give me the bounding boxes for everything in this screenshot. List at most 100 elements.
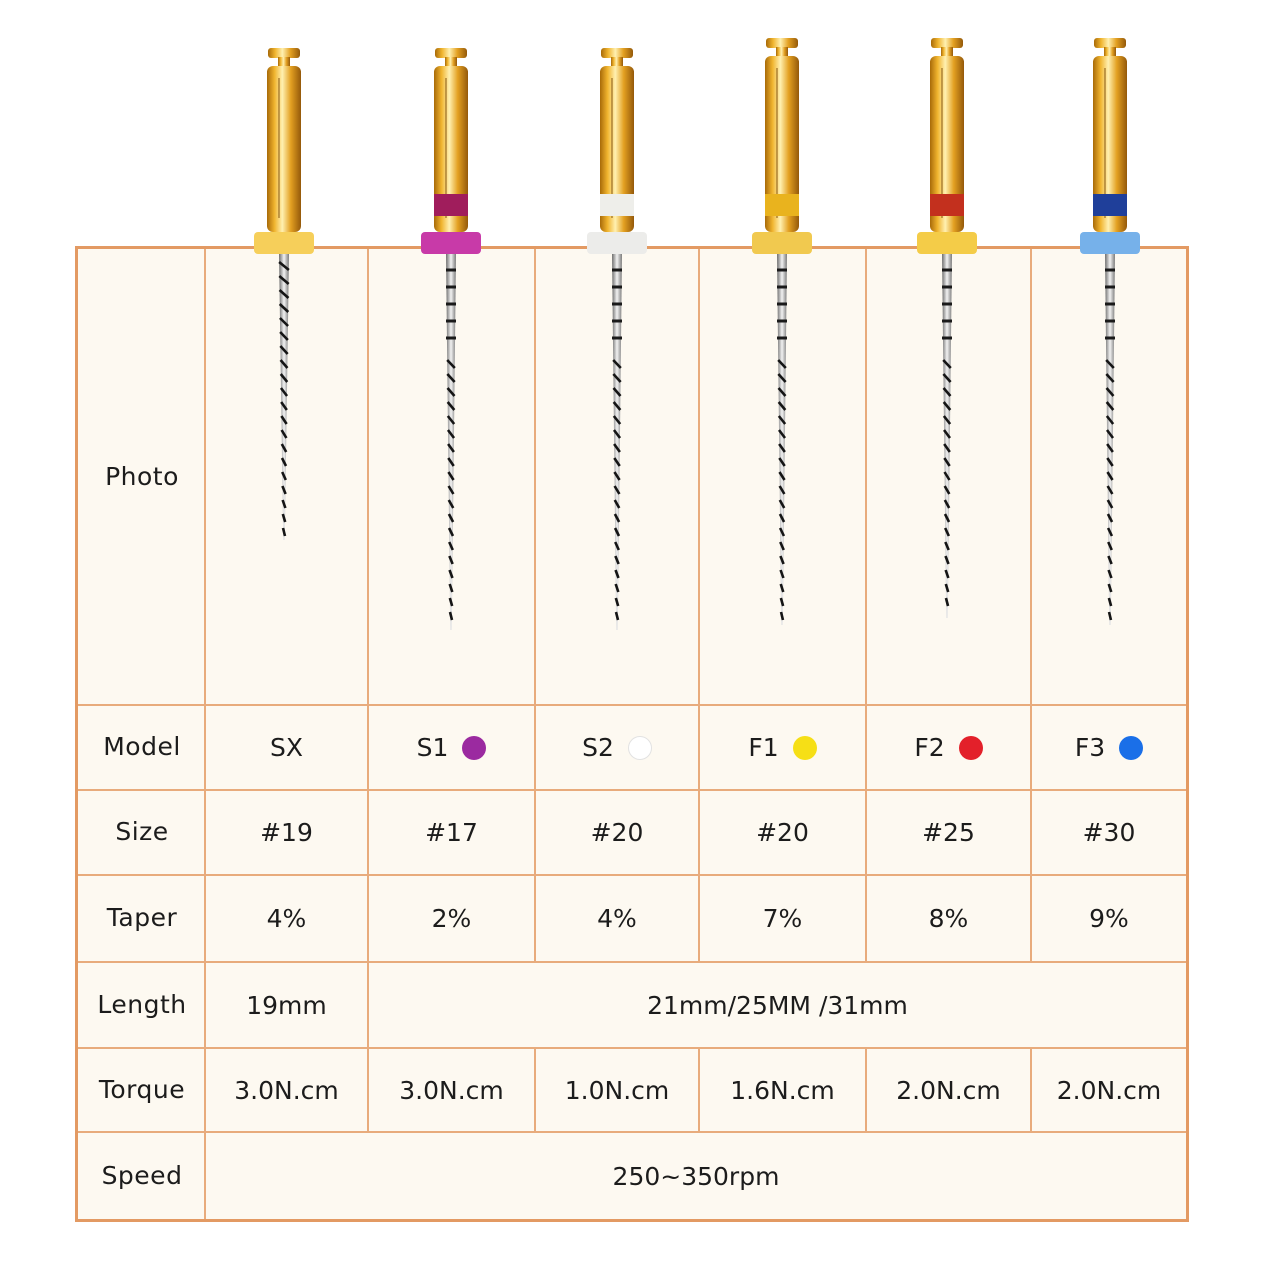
file-flute bbox=[448, 597, 454, 607]
file-flute bbox=[777, 429, 787, 439]
file-flute bbox=[777, 415, 787, 425]
file-flute bbox=[614, 611, 620, 621]
file-flute bbox=[614, 541, 620, 551]
file-flute bbox=[448, 611, 454, 621]
row-divider bbox=[78, 961, 1186, 963]
file-flute bbox=[613, 485, 621, 495]
file-flute bbox=[448, 583, 454, 593]
file-flute bbox=[1106, 443, 1114, 453]
file-flute bbox=[943, 527, 951, 537]
torque-cell: 2.0N.cm bbox=[1056, 1075, 1162, 1105]
model-name: F2 bbox=[914, 733, 945, 762]
file-flute bbox=[612, 415, 622, 425]
size-cell: #19 bbox=[260, 818, 313, 847]
file-flute bbox=[448, 541, 454, 551]
file-flute bbox=[777, 387, 787, 397]
size-cell: #30 bbox=[1082, 818, 1136, 847]
model-cell-s2: S2 bbox=[536, 706, 698, 789]
file-color-band bbox=[600, 194, 634, 216]
file-flute bbox=[1105, 373, 1115, 383]
file-flute bbox=[942, 387, 952, 397]
file-shaft bbox=[1105, 254, 1115, 625]
row-label-torque: Torque bbox=[98, 1074, 186, 1104]
file-flute bbox=[1107, 569, 1113, 579]
file-flute bbox=[1106, 513, 1114, 523]
file-flute bbox=[778, 457, 786, 467]
file-handle bbox=[434, 66, 468, 232]
file-flute bbox=[943, 443, 951, 453]
file-flute bbox=[446, 429, 456, 439]
file-flute bbox=[280, 429, 288, 439]
speed-cell: 250~350rpm bbox=[612, 1161, 780, 1191]
file-flute bbox=[778, 485, 786, 495]
file-flute bbox=[1105, 387, 1115, 397]
file-flute bbox=[446, 359, 456, 369]
row-label-length: Length bbox=[97, 989, 187, 1019]
file-flute bbox=[1106, 457, 1114, 467]
file-flute bbox=[612, 401, 622, 411]
taper-cell: 7% bbox=[762, 904, 803, 933]
file-flute bbox=[447, 527, 455, 537]
model-cell-f3: F3 bbox=[1032, 706, 1186, 789]
file-flute bbox=[447, 499, 455, 509]
file-flute bbox=[944, 569, 950, 579]
file-stopper bbox=[752, 232, 812, 254]
file-flute bbox=[944, 541, 950, 551]
file-flute bbox=[1107, 541, 1113, 551]
file-flute bbox=[446, 373, 456, 383]
file-flute bbox=[279, 373, 289, 383]
file-flute bbox=[942, 415, 952, 425]
row-divider bbox=[78, 1047, 1186, 1049]
file-flute bbox=[614, 555, 620, 565]
taper-cell: 2% bbox=[431, 904, 472, 933]
file-flute bbox=[943, 513, 951, 523]
file-flute bbox=[280, 443, 288, 453]
length-cell-others: 21mm/25MM /31mm bbox=[647, 990, 908, 1020]
file-color-band bbox=[930, 194, 964, 216]
file-flute bbox=[281, 471, 287, 481]
file-shaft bbox=[777, 254, 787, 625]
file-flute bbox=[1107, 597, 1113, 607]
row-label-photo: Photo bbox=[105, 462, 179, 491]
file-handle-neck bbox=[278, 57, 290, 67]
file-flute bbox=[279, 345, 289, 355]
file-handle-neck bbox=[445, 57, 457, 67]
length-cell-sx: 19mm bbox=[246, 990, 327, 1020]
file-handle-cap bbox=[931, 38, 963, 48]
file-handle bbox=[765, 56, 799, 232]
file-flute bbox=[778, 443, 786, 453]
file-flute bbox=[448, 569, 454, 579]
file-flute bbox=[280, 401, 288, 411]
file-flute bbox=[613, 443, 621, 453]
file-handle-cap bbox=[435, 48, 467, 58]
file-flute bbox=[778, 471, 786, 481]
taper-cell: 4% bbox=[597, 904, 637, 933]
model-name: S2 bbox=[582, 733, 614, 762]
file-flute bbox=[943, 471, 951, 481]
file-flute bbox=[779, 583, 785, 593]
file-handle bbox=[600, 66, 634, 232]
file-flute bbox=[278, 289, 290, 299]
file-flute bbox=[1106, 527, 1114, 537]
file-flute bbox=[281, 513, 287, 523]
file-flute bbox=[447, 485, 455, 495]
row-divider bbox=[78, 704, 1186, 706]
column-divider bbox=[1030, 249, 1032, 961]
file-shaft bbox=[612, 254, 622, 630]
file-flute bbox=[278, 303, 290, 313]
file-flute bbox=[942, 429, 952, 439]
model-name: F1 bbox=[748, 733, 779, 762]
file-stopper bbox=[917, 232, 977, 254]
model-cell-sx: SX bbox=[206, 706, 367, 789]
model-name: F3 bbox=[1074, 733, 1106, 762]
file-flute bbox=[1105, 401, 1115, 411]
file-flute bbox=[1105, 429, 1115, 439]
file-flute bbox=[280, 415, 288, 425]
column-divider bbox=[865, 1047, 867, 1131]
row-divider bbox=[78, 1131, 1186, 1133]
file-flute bbox=[446, 387, 456, 397]
file-handle-neck bbox=[941, 47, 953, 57]
row-divider bbox=[78, 789, 1186, 791]
column-divider bbox=[367, 249, 369, 1047]
